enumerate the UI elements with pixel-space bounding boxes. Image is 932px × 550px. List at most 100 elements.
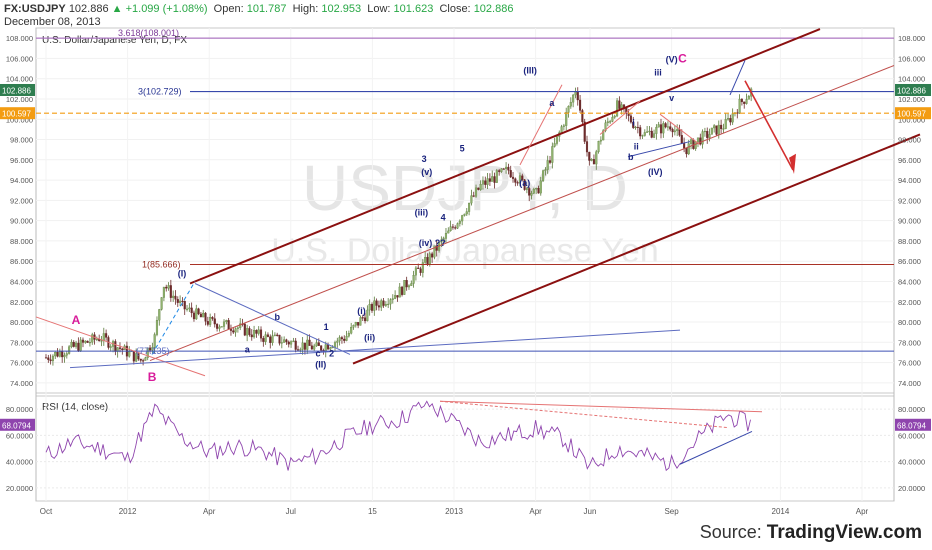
wave-label: b — [274, 312, 280, 322]
candle-body — [632, 122, 635, 128]
candle-body — [444, 232, 448, 239]
candle-body — [479, 184, 482, 190]
candle-body — [498, 170, 501, 172]
candle-body — [454, 227, 457, 229]
candle-body — [680, 135, 683, 144]
candle-body — [694, 141, 697, 149]
candle-body — [673, 130, 676, 133]
projection-arrowhead-icon — [789, 153, 796, 174]
price-tag-left-orange-bg — [0, 107, 35, 120]
candle-body — [458, 220, 461, 224]
candle-body — [315, 342, 318, 347]
candle-body — [655, 126, 658, 134]
x-tick-label: 2013 — [445, 507, 463, 516]
candle-body — [477, 187, 480, 190]
candle-body — [336, 340, 339, 343]
price-tag-right-orange: 100.597 — [897, 110, 926, 119]
candle-body — [70, 341, 73, 347]
candle-body — [692, 139, 695, 149]
candle-body — [361, 317, 364, 319]
candle-body — [451, 226, 454, 228]
candle-body — [144, 357, 147, 361]
rsi-pane — [35, 395, 895, 502]
y-tick-right: 88.000 — [898, 237, 921, 246]
y-tick-left: 100.000 — [6, 115, 33, 124]
price-tag-right-orange-bg — [895, 107, 931, 120]
wave-label: A — [72, 313, 81, 327]
wave-line-a — [599, 100, 641, 135]
tradingview-logo[interactable]: TradingView.com — [766, 522, 922, 543]
candle-body — [463, 213, 466, 216]
candle-body — [246, 328, 249, 336]
candle-body — [685, 147, 688, 155]
rsi-tag-right-bg — [895, 418, 931, 431]
candle-body — [239, 323, 242, 328]
support-label: (77.135) — [136, 346, 170, 356]
rsi-title: RSI (14, close) — [42, 402, 108, 413]
x-tick-label: Apr — [529, 507, 542, 516]
candle-body — [153, 334, 156, 348]
candle-body — [509, 170, 512, 178]
rsi-tag-right: 68.0794 — [897, 421, 926, 430]
candle-body — [102, 333, 105, 341]
y-tick-right: 92.000 — [898, 196, 921, 205]
y-tick-left: 98.000 — [10, 136, 33, 145]
channel-middle — [149, 65, 895, 362]
price-tag-left-last: 102.886 — [2, 86, 31, 95]
candle-body — [232, 330, 235, 333]
candle-body — [687, 143, 690, 155]
candle-body — [58, 351, 61, 357]
candle-body — [264, 334, 267, 342]
candle-body — [86, 340, 89, 343]
candle-body — [419, 268, 422, 273]
candle-body — [740, 98, 743, 103]
open-value: 101.787 — [246, 3, 287, 15]
candle-body — [81, 339, 85, 343]
x-tick-label: Sep — [664, 507, 679, 516]
wave-label: 4 — [441, 213, 446, 223]
price-tag-left-last-bg — [0, 83, 35, 96]
wave-line-b — [627, 141, 691, 158]
candle-body — [394, 295, 397, 299]
candle-body — [313, 345, 316, 350]
candle-body — [364, 317, 367, 322]
candle-body — [262, 338, 265, 342]
candle-body — [88, 342, 91, 344]
candle-body — [303, 342, 306, 350]
candle-body — [514, 178, 517, 183]
candle-body — [597, 141, 600, 152]
candle-body — [179, 300, 182, 303]
candle-body — [296, 349, 300, 351]
wave-dashed-I — [151, 281, 196, 355]
candle-body — [618, 100, 621, 109]
wave-label: i — [632, 117, 635, 127]
candle-body — [548, 160, 552, 163]
candle-body — [666, 126, 669, 128]
candle-body — [551, 146, 554, 163]
candle-body — [236, 327, 239, 329]
candle-body — [604, 122, 607, 131]
y-tick-left: 106.000 — [6, 54, 33, 63]
watermark-name: U.S. Dollar/Japanese Yen — [271, 232, 658, 270]
y-tick-left: 80.000 — [10, 318, 33, 327]
wave-line-v — [729, 60, 746, 96]
candle-body — [507, 166, 510, 171]
candle-body — [616, 100, 619, 117]
candle-body — [276, 334, 279, 336]
candle-body — [306, 339, 309, 350]
candle-body — [500, 168, 503, 172]
x-tick-label: Jun — [584, 507, 597, 516]
up-arrow-icon: ▲ — [111, 3, 123, 15]
chart-date: December 08, 2013 — [4, 16, 101, 28]
candle-body — [611, 117, 614, 122]
candle-body — [190, 307, 193, 314]
rsi-tick-left: 80.0000 — [6, 405, 33, 414]
y-tick-left: 92.000 — [10, 196, 33, 205]
candle-body — [627, 113, 630, 116]
wedge-lower — [69, 329, 681, 369]
y-tick-left: 86.000 — [10, 257, 33, 266]
rsi-line — [45, 400, 751, 472]
candle-body — [266, 334, 270, 337]
high-value: 102.953 — [321, 3, 362, 15]
